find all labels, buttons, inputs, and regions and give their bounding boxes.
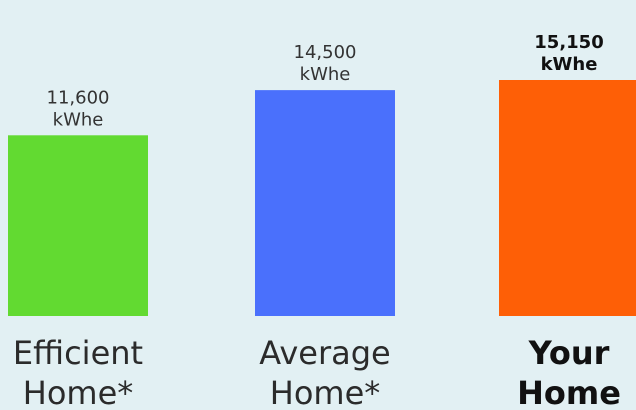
bar-0 [8, 135, 148, 316]
category-label-2-line1: Your [528, 334, 610, 372]
bar-value-label-2-number: 15,150 [534, 32, 603, 53]
bar-value-label-1-unit: kWhe [300, 64, 351, 85]
category-label-0-line2: Home* [23, 374, 134, 410]
bar-value-label-0-number: 11,600 [47, 87, 110, 108]
bar-value-label-1-number: 14,500 [294, 42, 357, 63]
category-label-1-line2: Home* [270, 374, 381, 410]
bar-value-label-0-unit: kWhe [53, 109, 104, 130]
category-label-0-line1: Efficient [13, 334, 143, 372]
bar-1 [255, 90, 395, 316]
bar-2 [499, 80, 636, 316]
bars-layer [8, 80, 636, 316]
category-label-1-line1: Average [259, 334, 390, 372]
category-label-2-line2: Home [517, 374, 621, 410]
bar-value-label-2-unit: kWhe [541, 54, 598, 75]
